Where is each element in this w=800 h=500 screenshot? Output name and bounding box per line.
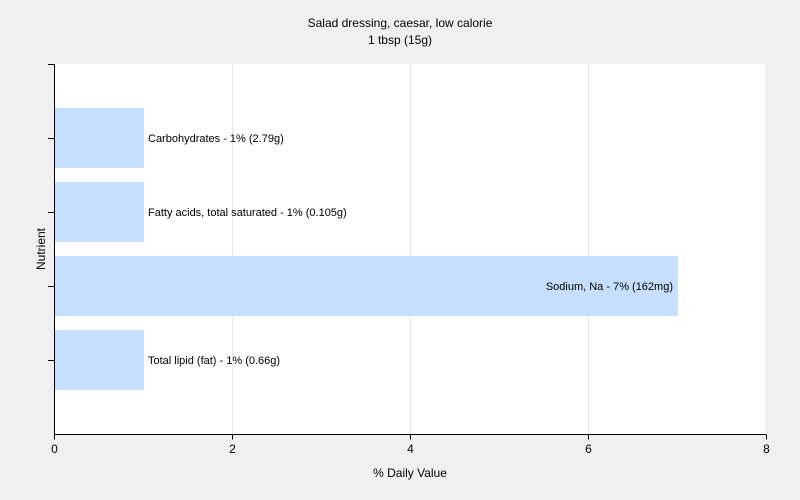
bar-label: Fatty acids, total saturated - 1% (0.105… — [148, 207, 347, 219]
y-axis-label: Nutrient — [34, 227, 48, 270]
bar-label: Total lipid (fat) - 1% (0.66g) — [148, 355, 280, 367]
bar — [55, 108, 144, 168]
x-tick-label: 6 — [585, 442, 592, 456]
axes: 0 2 4 6 8 — [48, 64, 770, 456]
chart-title: Salad dressing, caesar, low calorie — [308, 16, 493, 30]
x-tick-label: 8 — [763, 442, 770, 456]
bar-label: Carbohydrates - 1% (2.79g) — [148, 133, 284, 145]
x-tick-label: 2 — [229, 442, 236, 456]
bar — [55, 256, 678, 316]
bar — [55, 330, 144, 390]
bars: Carbohydrates - 1% (2.79g) Fatty acids, t… — [55, 108, 678, 390]
bar — [55, 182, 144, 242]
x-tick-label: 4 — [407, 442, 414, 456]
x-axis-label: % Daily Value — [373, 466, 447, 480]
x-tick-label: 0 — [51, 442, 58, 456]
grid — [232, 64, 767, 434]
bar-label: Sodium, Na - 7% (162mg) — [546, 281, 673, 293]
chart-subtitle: 1 tbsp (15g) — [368, 33, 432, 47]
